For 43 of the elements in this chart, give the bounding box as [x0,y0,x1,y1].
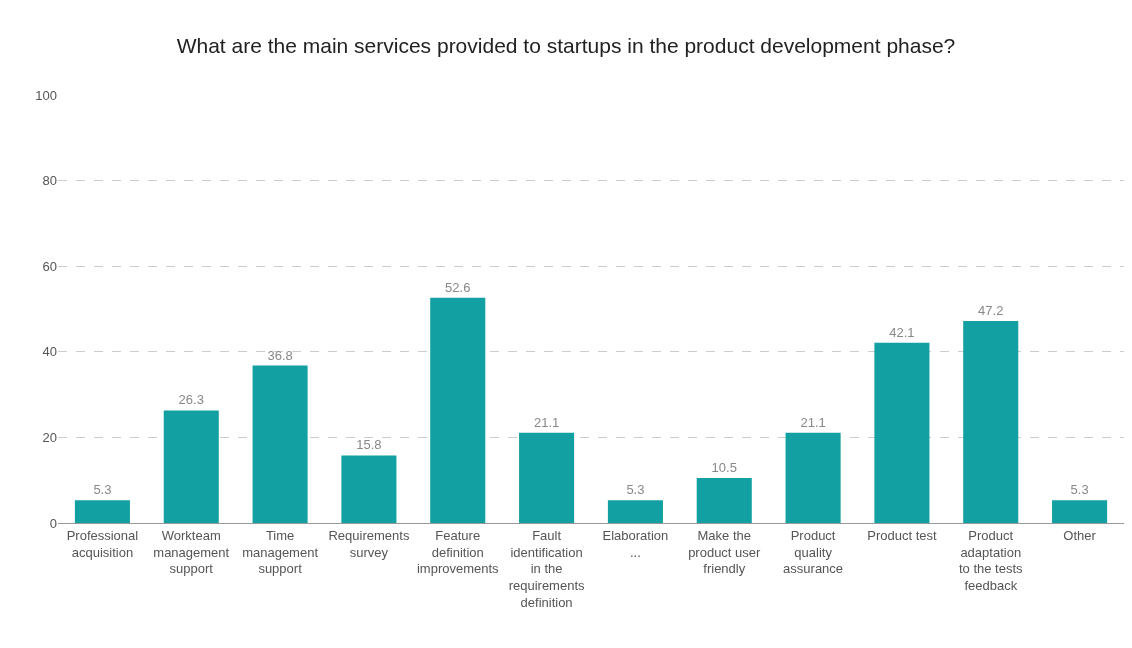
x-tick-label: Make the product user friendly [688,527,762,577]
data-label: 36.8 [267,347,293,363]
data-label: 42.1 [889,324,915,340]
data-label: 52.6 [445,279,471,295]
bar [1052,500,1108,523]
bar [519,432,575,523]
bar [341,455,397,523]
bar [963,320,1019,523]
data-label: 10.5 [711,460,737,476]
y-tick-label: 100 [35,87,57,103]
y-tick-label: 80 [42,173,57,189]
y-tick-label: 0 [49,515,57,531]
bar [696,478,752,523]
x-tick-label: Requirements survey [328,527,410,560]
y-tick-label: 20 [42,429,57,445]
x-tick-label: Workteam management support [153,527,230,577]
x-tick-label: Elaboration ... [602,527,669,560]
x-tick-label: Product adaptation to the tests feedback [958,527,1024,594]
x-tick-label: Fault identification in the requirements definition [508,527,586,611]
bar [874,342,930,523]
bar [252,365,308,523]
x-tick-label: Other [1063,527,1097,543]
bar [74,500,130,523]
x-tick-label: Time management support [242,527,319,577]
data-label: 21.1 [533,414,560,430]
bar [607,500,663,523]
data-label: 5.3 [93,482,112,498]
bar [785,432,841,523]
x-tick-label: Professional acquisition [66,527,139,560]
data-label: 26.3 [178,392,204,408]
y-tick-label: 40 [42,344,57,360]
data-label: 15.8 [356,437,382,453]
data-label: 21.1 [800,414,826,430]
x-tick-label: Feature definition improvements [416,527,500,577]
x-tick-label: Product test [867,527,937,543]
data-label: 5.3 [626,482,645,498]
bar [163,410,219,523]
y-tick-label: 60 [42,258,57,274]
chart-title: What are the main services provided to startups in the product development phase? [176,33,956,57]
x-tick-label: Product quality assurance [783,527,844,577]
data-label: 47.2 [978,302,1004,318]
bar [430,297,486,523]
data-label: 5.3 [1070,482,1089,498]
